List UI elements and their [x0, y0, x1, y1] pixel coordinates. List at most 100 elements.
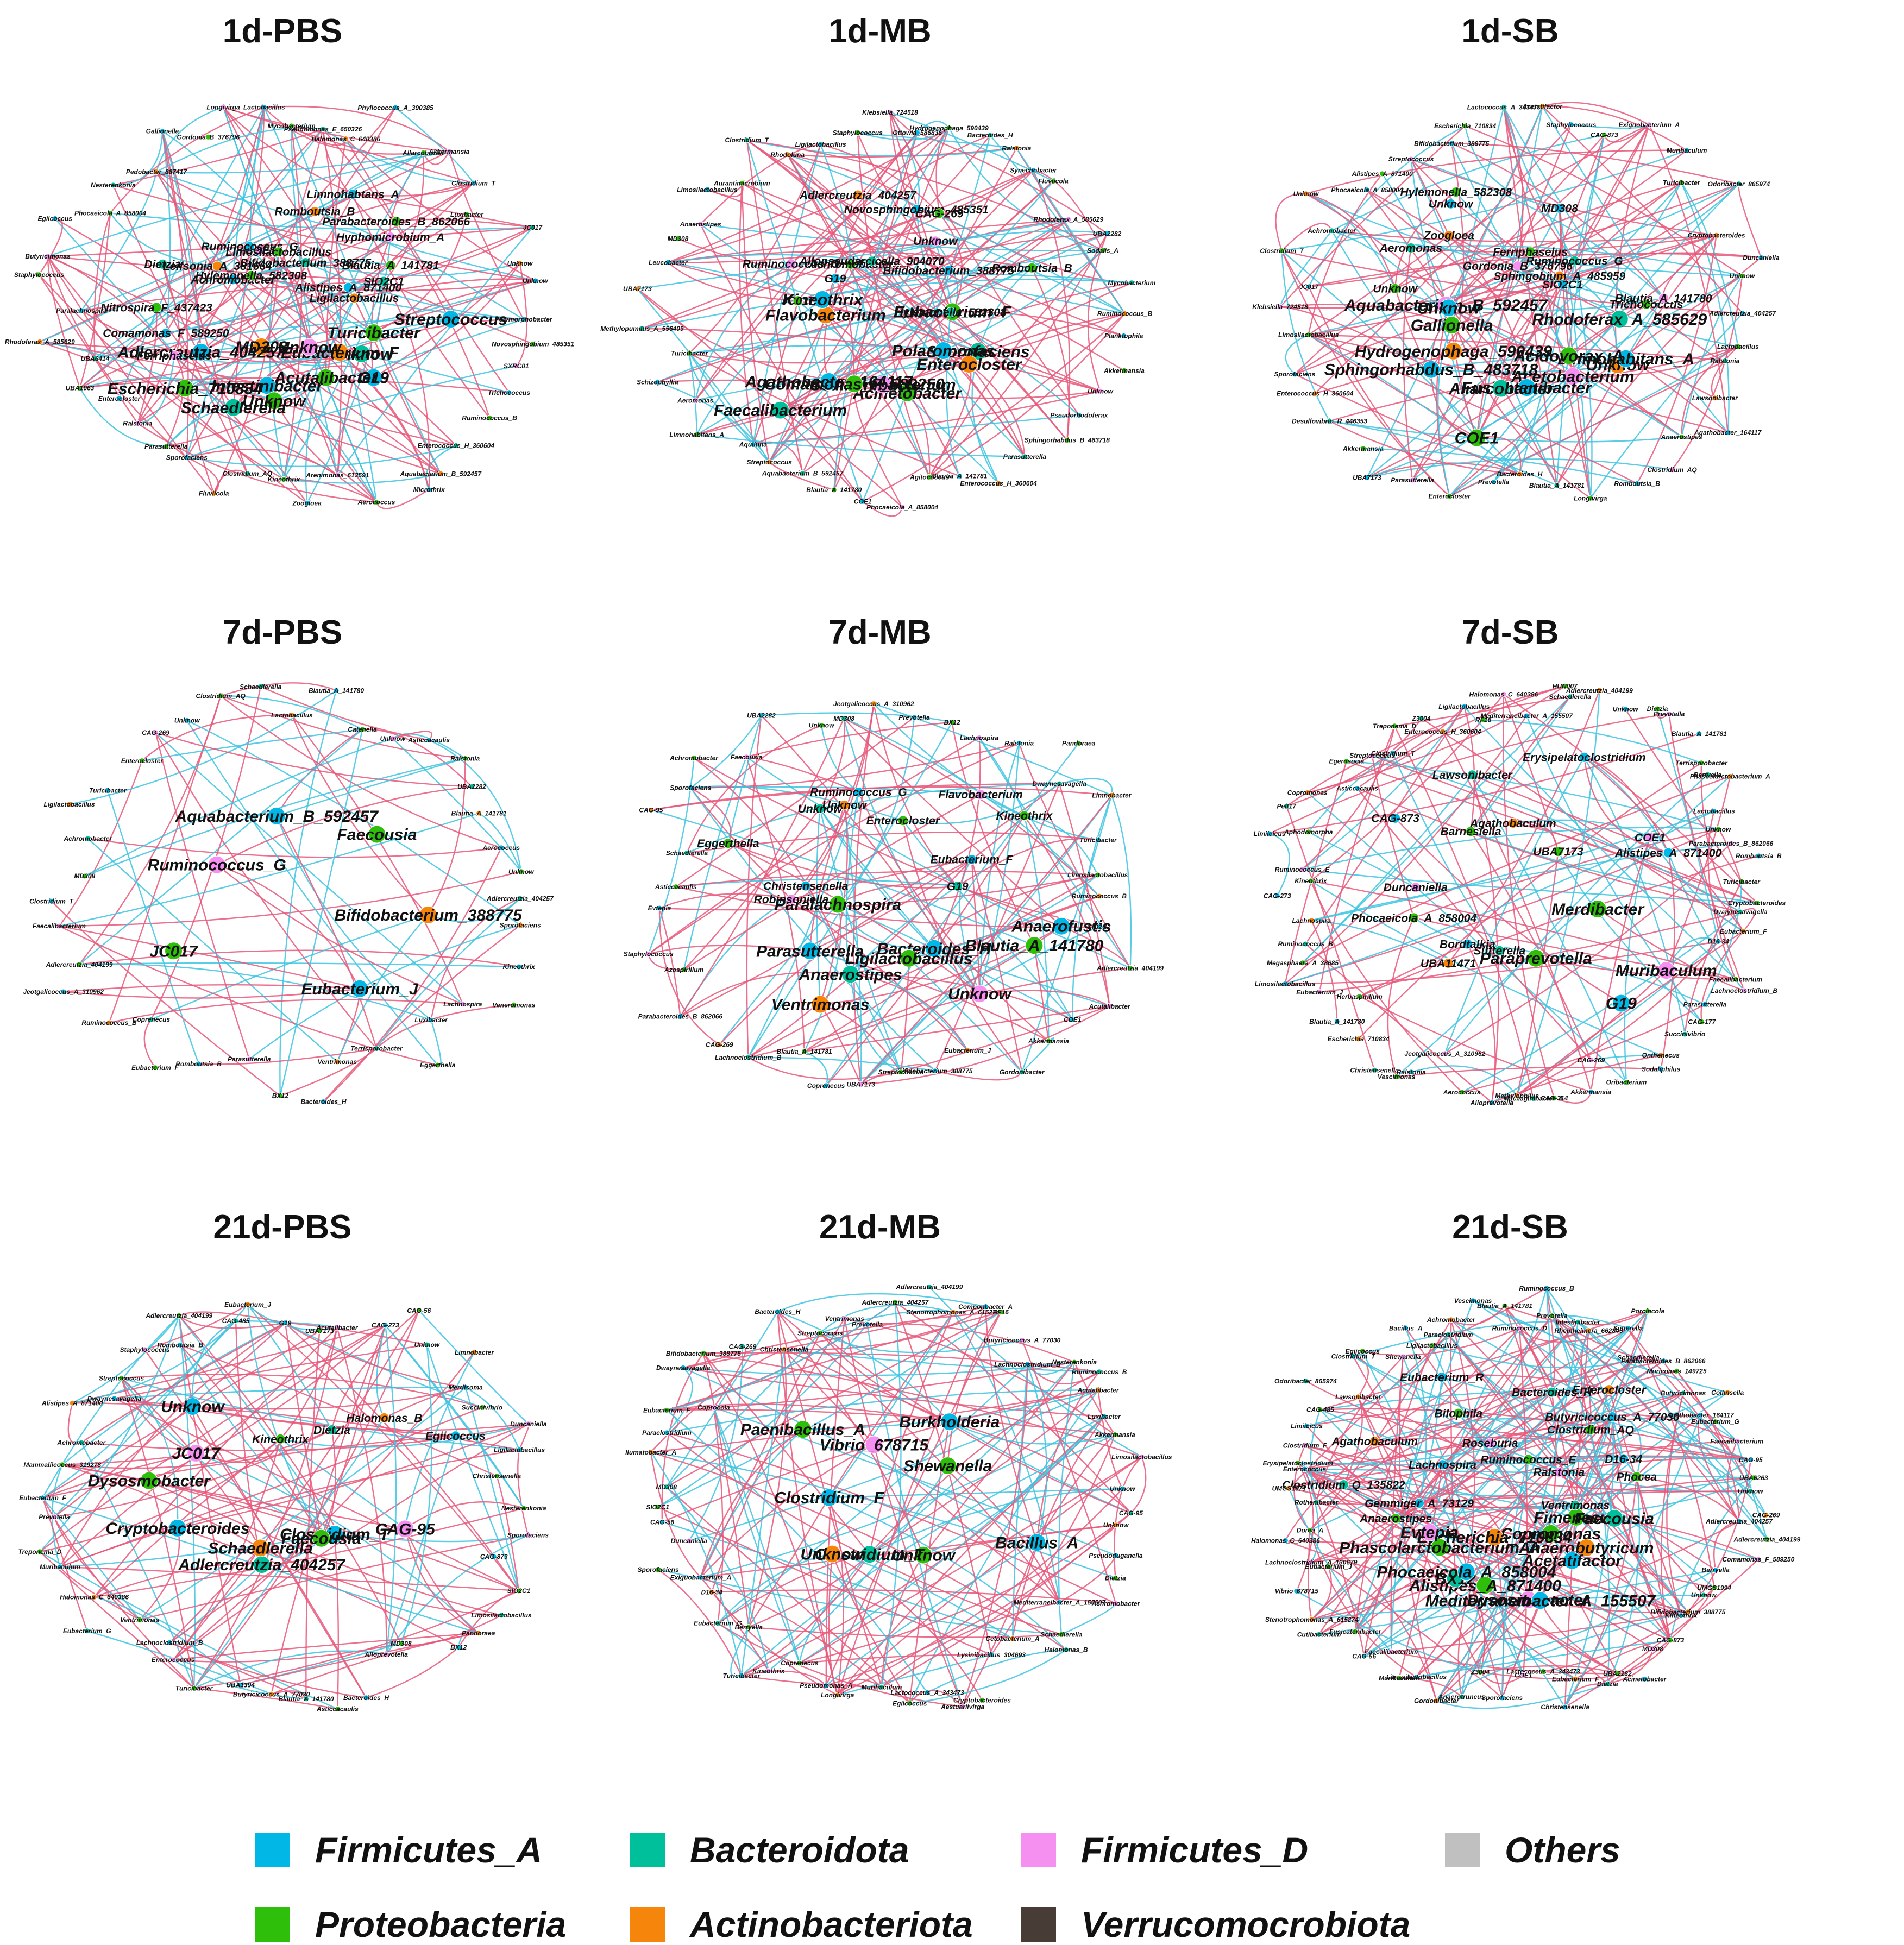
node-label: Componbacter_A: [958, 1303, 1013, 1311]
network-node: [151, 302, 162, 313]
network-node: [1052, 917, 1071, 935]
node-label: MD308: [235, 338, 288, 356]
network-edge: [1501, 345, 1738, 389]
network-edge: [1491, 1054, 1661, 1104]
network-edge: [650, 1451, 1067, 1651]
network-edge: [667, 262, 798, 301]
node-label: Ferriphaselus: [1493, 246, 1568, 259]
node-label: Coprenecus: [133, 1016, 171, 1023]
node-label: Eubacterium_F: [643, 1407, 690, 1414]
network-edge: [42, 1320, 236, 1499]
node-label: Polaromonas: [892, 342, 995, 360]
network-edge: [1394, 817, 1622, 1004]
network-node: [184, 454, 190, 461]
node-label: UBA7173: [1353, 474, 1381, 482]
network-node: [1499, 1695, 1505, 1701]
network-edge: [1700, 930, 1744, 1022]
network-edge: [889, 112, 952, 313]
network-edge: [178, 1315, 286, 1329]
network-edge: [173, 1632, 479, 1661]
network-node: [530, 341, 536, 347]
network-node: [385, 260, 396, 270]
network-node: [1758, 254, 1764, 261]
network-edge: [110, 212, 533, 231]
network-edge: [747, 722, 953, 1058]
network-node: [244, 470, 250, 477]
node-label: Nesterenkonia: [501, 1505, 546, 1512]
network-edge: [797, 212, 940, 301]
network-node: [1526, 949, 1545, 967]
network-node: [391, 216, 401, 227]
node-label: Acidovorax_A: [1513, 347, 1624, 365]
network-node: [926, 474, 933, 480]
network-edge: [221, 695, 363, 730]
network-node: [420, 149, 426, 156]
node-label: Unknow: [948, 985, 1012, 1003]
network-edge: [711, 1318, 845, 1592]
node-label: Turicibacter: [671, 350, 709, 357]
network-edge: [947, 1465, 1060, 1603]
network-edge: [220, 682, 337, 697]
legend-swatch: [630, 1833, 665, 1867]
network-node: [1488, 1099, 1495, 1106]
network-edge: [54, 1322, 286, 1518]
node-label: Sodaliphilus: [1642, 1066, 1681, 1073]
network-edge: [753, 414, 1079, 445]
network-edge: [777, 1311, 950, 1422]
node-label: Unknow: [1613, 706, 1638, 713]
network-edge: [690, 787, 792, 900]
network-node: [786, 894, 796, 904]
network-edge: [193, 1650, 387, 1689]
node-label: Unknow: [1738, 1487, 1763, 1495]
network-node: [1462, 939, 1473, 949]
network-node: [845, 259, 856, 269]
node-label: Paraclostridium: [1424, 1331, 1473, 1338]
network-edge: [1645, 304, 1725, 362]
network-node: [675, 235, 681, 242]
network-edge: [1366, 189, 1729, 433]
network-edge: [1583, 757, 1669, 853]
network-edge: [1289, 1455, 1751, 1489]
network-edge: [285, 1322, 519, 1591]
network-node: [655, 1504, 661, 1510]
network-edge: [713, 1407, 801, 1664]
network-node: [470, 180, 476, 186]
node-label: Blautia_A_141781: [932, 473, 987, 480]
network-edge: [1436, 1611, 1688, 1702]
legend-swatch: [1021, 1833, 1056, 1867]
node-label: Z3004: [1411, 715, 1430, 722]
network-edge: [700, 224, 864, 502]
network-node: [228, 274, 238, 285]
network-node: [40, 1495, 46, 1501]
node-label: Barnesiella: [1440, 826, 1501, 838]
network-edge: [1451, 143, 1739, 185]
network-node: [656, 905, 663, 911]
network-node: [224, 398, 243, 417]
network-edge: [1660, 852, 1675, 1069]
network-edge: [1494, 1330, 1589, 1538]
network-node: [85, 835, 91, 842]
network-edge: [700, 143, 821, 225]
network-node: [1128, 1510, 1134, 1516]
network-edge: [1310, 880, 1736, 980]
node-label: Eubacterium_G: [694, 1620, 742, 1627]
network-node: [398, 1640, 404, 1647]
network-edge: [251, 261, 391, 276]
network-edge: [850, 264, 931, 477]
network-edge: [247, 1304, 337, 1331]
network-edge: [700, 1577, 769, 1672]
node-label: Gemmiger_A_73129: [1365, 1497, 1474, 1510]
network-edge: [784, 1306, 986, 1351]
node-label: CAG-873: [1371, 813, 1419, 825]
network-edge: [909, 1649, 1067, 1704]
network-edge: [1305, 193, 1647, 305]
network-node: [686, 350, 693, 356]
legend-item-verrucomocrobiota: Verrucomocrobiota: [1021, 1904, 1410, 1945]
node-label: UBA7173: [846, 1080, 875, 1088]
network-node: [1736, 181, 1742, 187]
network-edge: [1700, 763, 1744, 932]
node-label: Rhodoluna: [770, 151, 805, 159]
network-node: [1531, 1591, 1549, 1610]
network-edge: [916, 121, 950, 134]
node-label: Limosilactobacillus: [471, 1612, 532, 1619]
